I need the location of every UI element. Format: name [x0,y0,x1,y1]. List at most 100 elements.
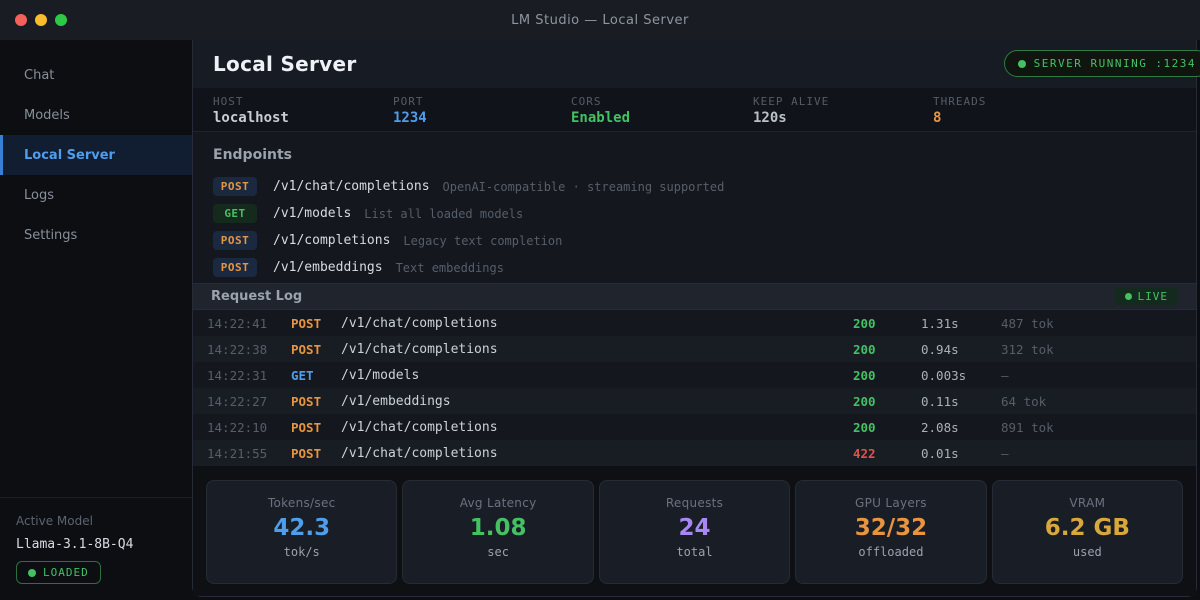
log-time: 14:22:27 [207,393,268,409]
stat-sub: total [676,545,713,559]
table-row[interactable]: 14:22:38 POST/v1/chat/completions 200 0.94s… [193,336,1196,362]
config-keep-alive: KEEP ALIVE 120s [753,95,933,131]
stat-sub: offloaded [858,545,924,559]
log-path: /v1/chat/completions [341,445,498,461]
log-latency: 1.31s [921,315,959,331]
server-running-badge: SERVER RUNNING :1234 [1003,50,1200,77]
config-label-cors: CORS [571,95,602,108]
sidebar-item-logs[interactable]: Logs [0,175,192,215]
maximize-window-icon[interactable] [55,14,67,26]
endpoint-path: /v1/completions [273,233,391,248]
stat-card-gpu-layers: GPU Layers 32/32 offloaded [795,480,987,584]
endpoint-path: /v1/models [273,206,352,221]
log-status: 200 [853,315,876,331]
window-title: LM Studio — Local Server [511,12,689,28]
stat-value: 32/32 [854,515,928,541]
server-config-bar: HOST localhost PORT 1234 CORS Enabled KEEP ALI… [193,88,1196,132]
stat-card-avg-latency: Avg Latency 1.08 sec [402,480,594,584]
log-latency: 0.11s [921,393,959,409]
log-latency: 0.01s [921,445,959,461]
endpoint-row: GET/v1/models List all loaded models [213,200,1176,227]
table-row[interactable]: 14:22:27 POST/v1/embeddings 200 0.11s 64 tok [193,388,1196,414]
method-badge: POST [213,231,257,250]
endpoint-description: Legacy text completion [403,233,563,248]
log-method: POST [291,419,322,435]
sidebar-nav: Chat Models Local Server Logs Settings [0,55,192,255]
titlebar: LM Studio — Local Server [0,0,1200,40]
config-label-keep-alive: KEEP ALIVE [753,95,830,108]
main-header: Local Server SERVER RUNNING :1234 [193,40,1200,88]
endpoint-list: POST/v1/chat/completions OpenAI-compatibl… [213,173,1176,281]
sidebar-item-chat[interactable]: Chat [0,55,192,95]
sidebar-item-models[interactable]: Models [0,95,192,135]
stat-label: Avg Latency [459,496,537,510]
log-latency: 0.003s [921,367,967,383]
log-path: /v1/models [341,367,420,383]
sidebar-item-label: Logs [24,187,54,203]
config-threads: THREADS 8 [933,95,1196,131]
log-status: 422 [853,445,876,461]
endpoint-description: List all loaded models [364,206,524,221]
endpoints-title: Endpoints [213,147,292,163]
stat-sub: used [1072,545,1102,559]
log-status: 200 [853,341,876,357]
log-path: /v1/embeddings [341,393,451,409]
log-tokens: 487 tok [1001,315,1054,331]
config-label-threads: THREADS [933,95,987,108]
active-model-label: Active Model [16,514,93,528]
endpoint-description: Text embeddings [395,260,504,275]
log-time: 14:22:41 [207,315,268,331]
log-time: 14:22:38 [207,341,268,357]
request-log-table: 14:22:41 POST/v1/chat/completions 200 1.31s… [193,310,1196,466]
config-cors: CORS Enabled [571,95,753,131]
table-row[interactable]: 14:22:10 POST/v1/chat/completions 200 2.08s… [193,414,1196,440]
log-status: 200 [853,393,876,409]
window-controls [15,14,67,26]
log-tokens: — [1001,445,1009,461]
config-value-host: localhost [213,110,289,126]
log-time: 14:21:55 [207,445,268,461]
endpoint-path: /v1/chat/completions [273,179,430,194]
log-method: POST [291,445,322,461]
stat-card-vram: VRAM 6.2 GB used [991,480,1184,584]
live-status-dot-icon [1124,293,1132,300]
log-path: /v1/chat/completions [341,315,498,331]
table-row[interactable]: 14:22:31 GET/v1/models 200 0.003s — [193,362,1196,388]
sidebar-item-local-server[interactable]: Local Server [0,135,192,175]
server-badge-port: :1234 [1155,57,1196,70]
log-path: /v1/chat/completions [341,341,498,357]
live-badge-label: LIVE [1137,290,1168,303]
log-path: /v1/chat/completions [341,419,498,435]
request-log-header: Request Log LIVE [193,283,1196,310]
stat-value: 42.3 [273,515,331,541]
log-method: GET [291,367,314,383]
close-window-icon[interactable] [15,14,27,26]
main-panel: Local Server SERVER RUNNING :1234 HOST lo… [192,40,1200,597]
table-row[interactable]: 14:22:41 POST/v1/chat/completions 200 1.31s… [193,310,1196,336]
log-method: POST [291,341,322,357]
stat-sub: sec [487,545,509,559]
live-badge: LIVE [1114,288,1178,305]
log-status: 200 [853,419,876,435]
loaded-badge-label: LOADED [43,566,89,579]
stat-value: 24 [678,515,711,541]
log-latency: 2.08s [921,419,959,435]
config-host: HOST localhost [213,95,393,131]
log-tokens: 891 tok [1001,419,1054,435]
log-time: 14:22:10 [207,419,268,435]
method-badge: GET [213,204,257,223]
table-row[interactable]: 14:21:55 POST/v1/chat/completions 422 0.01s… [193,440,1196,466]
config-label-port: PORT [393,95,424,108]
method-badge: POST [213,177,257,196]
sidebar-item-settings[interactable]: Settings [0,215,192,255]
stats-cards: Tokens/sec 42.3 tok/s Avg Latency 1.08 sec Req… [193,466,1196,596]
page-title: Local Server [213,52,357,76]
config-label-host: HOST [213,95,244,108]
minimize-window-icon[interactable] [35,14,47,26]
stat-label: VRAM [1069,496,1106,510]
sidebar-item-label: Models [24,107,70,123]
active-model-panel: Active Model Llama-3.1-8B-Q4 LOADED [0,497,192,600]
stat-card-requests: Requests 24 total [598,480,791,584]
server-badge-label: SERVER RUNNING [1033,57,1148,70]
endpoint-path: /v1/embeddings [273,260,383,275]
